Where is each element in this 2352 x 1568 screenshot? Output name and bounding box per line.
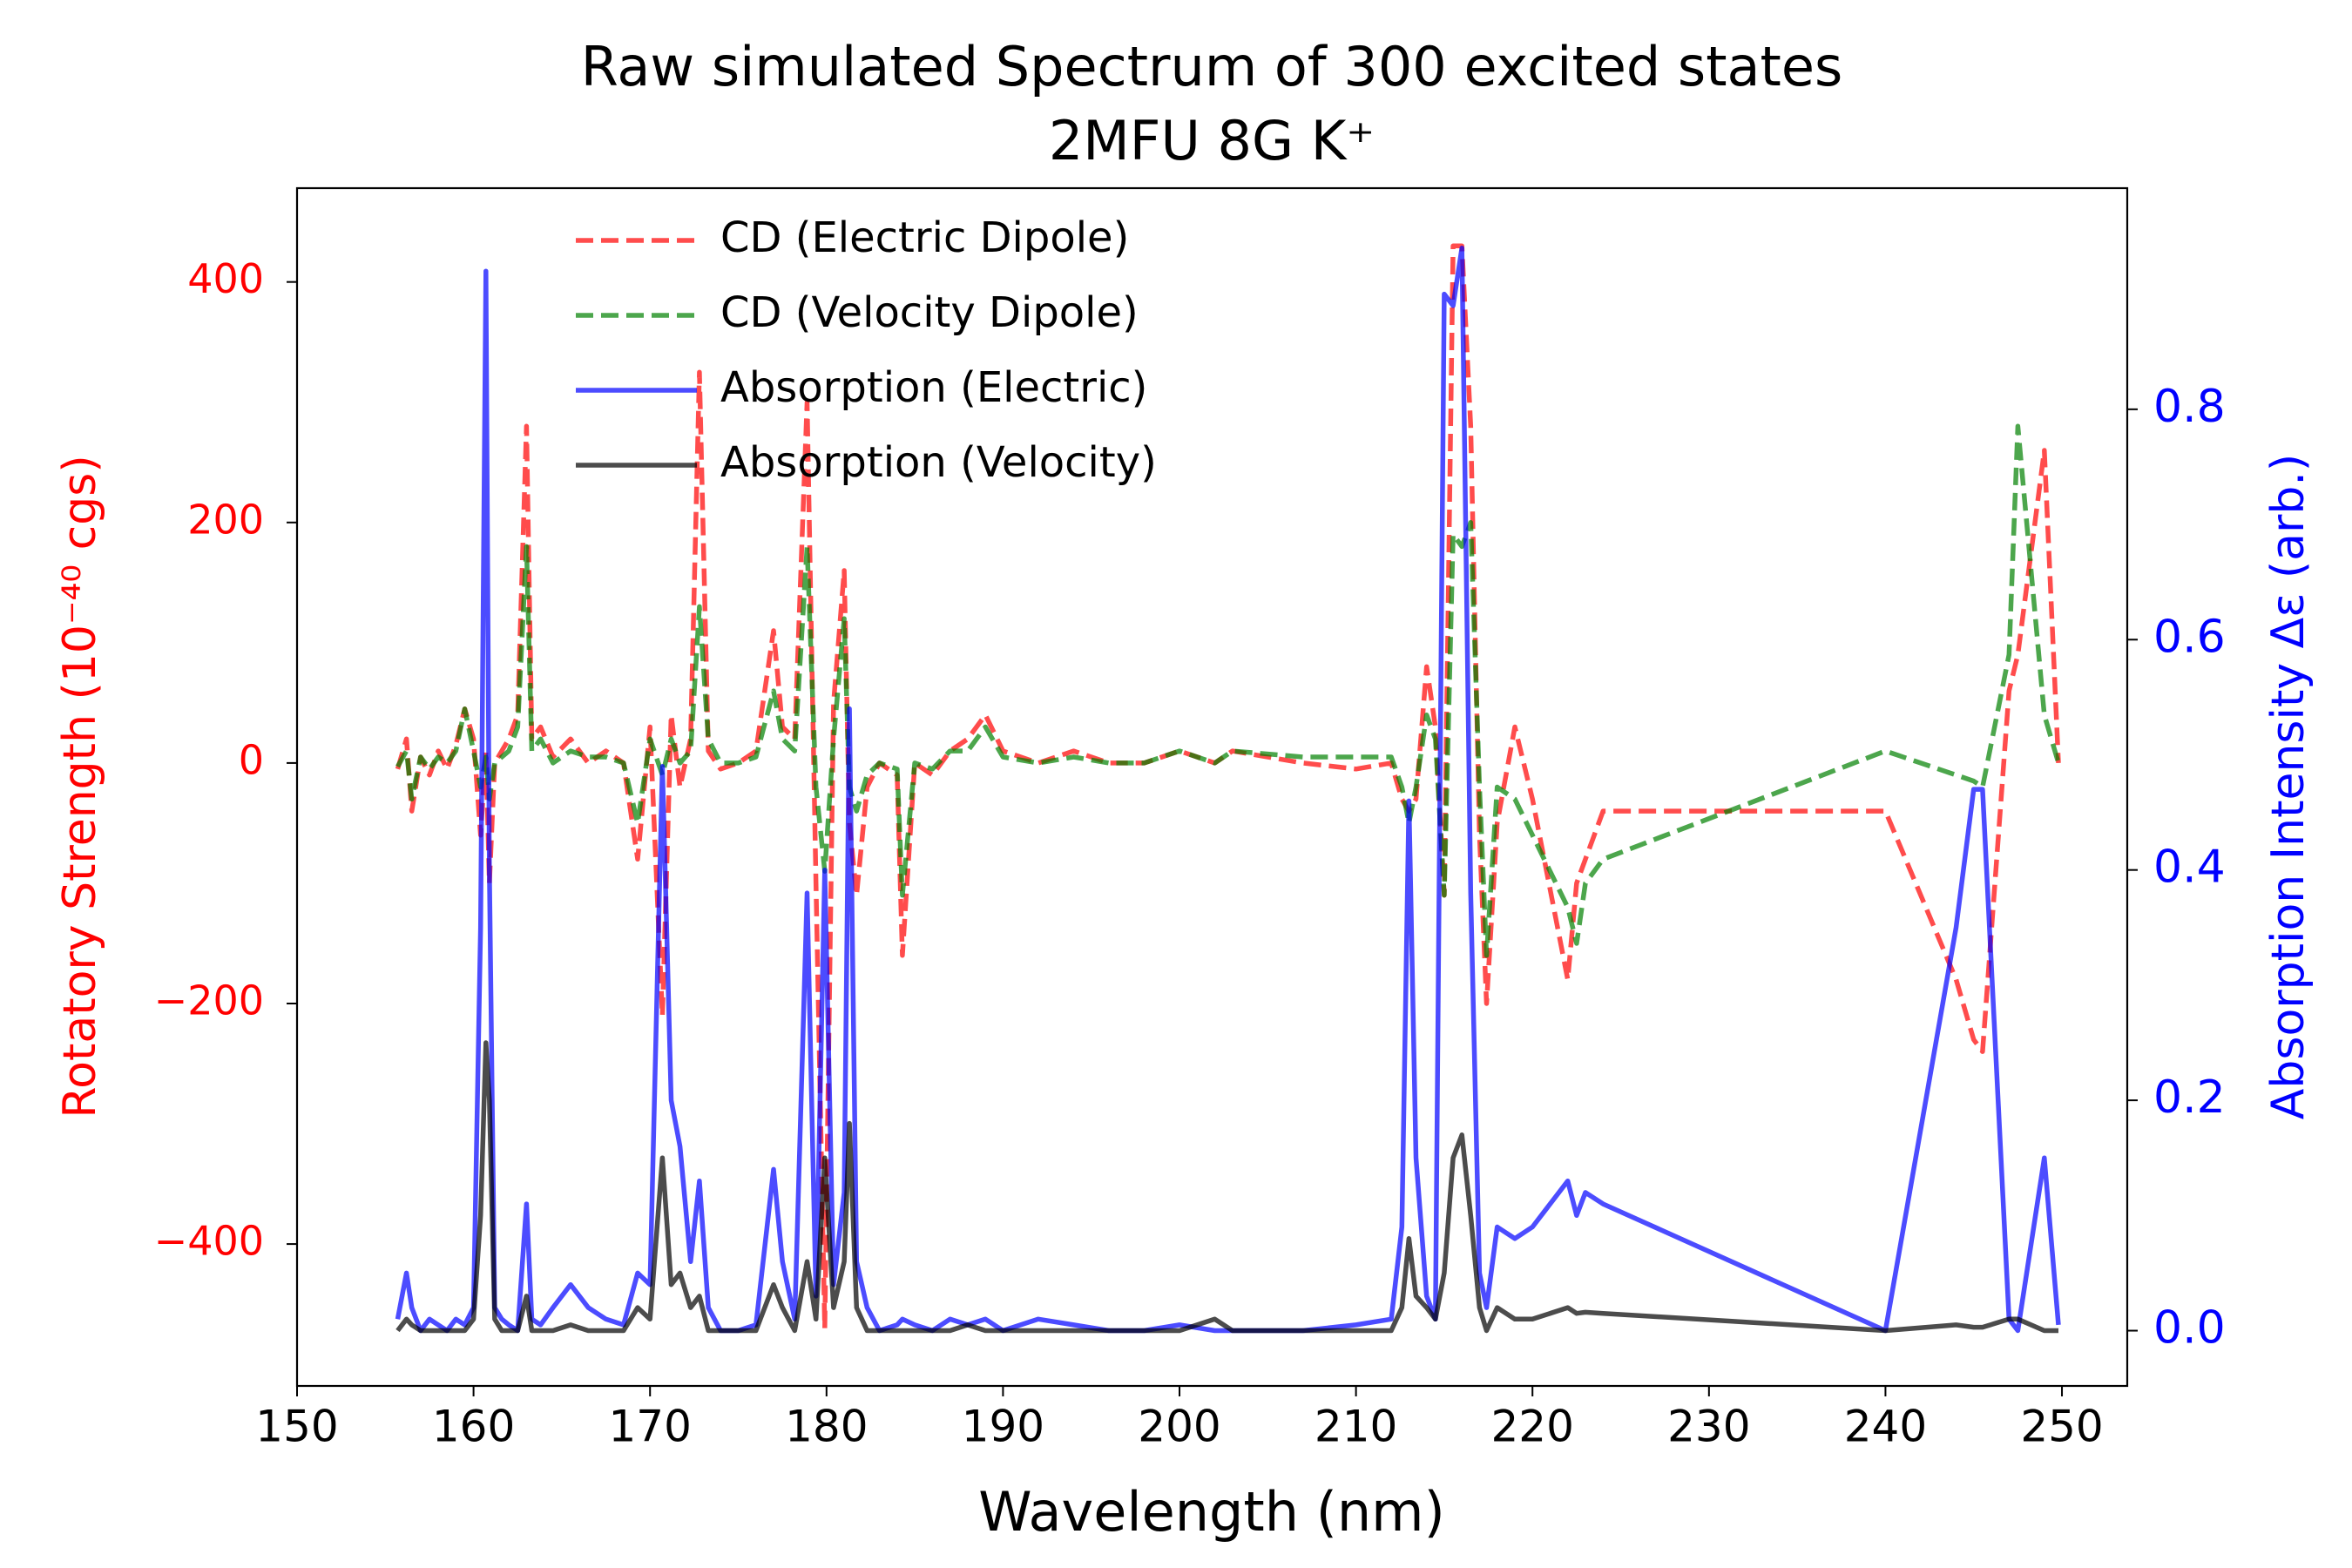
chart-subtitle: 2MFU 8G K⁺ bbox=[1049, 109, 1375, 172]
y2-tick-label: 0.0 bbox=[2153, 1302, 2226, 1355]
y-tick-label: 400 bbox=[187, 255, 264, 302]
chart-title: Raw simulated Spectrum of 300 excited st… bbox=[581, 35, 1843, 98]
x-tick-label: 230 bbox=[1667, 1402, 1750, 1452]
legend-label: Absorption (Velocity) bbox=[720, 438, 1157, 487]
x-tick-label: 180 bbox=[785, 1402, 868, 1452]
y2-tick-label: 0.2 bbox=[2153, 1071, 2226, 1124]
y2-tick-label: 0.6 bbox=[2153, 611, 2226, 663]
y2-tick-label: 0.4 bbox=[2153, 841, 2226, 894]
series-line bbox=[395, 246, 2061, 1334]
x-axis-label: Wavelength (nm) bbox=[978, 1480, 1445, 1544]
y-axis-label: Rotatory Strength (10⁻⁴⁰ cgs) bbox=[54, 455, 106, 1118]
series-line bbox=[395, 1040, 2058, 1334]
x-tick-label: 210 bbox=[1315, 1402, 1397, 1452]
series-line bbox=[395, 423, 2061, 958]
y-tick-label: −200 bbox=[154, 977, 264, 1024]
x-tick-label: 190 bbox=[962, 1402, 1044, 1452]
x-tick-label: 250 bbox=[2020, 1402, 2103, 1452]
y-tick-label: 0 bbox=[239, 736, 264, 783]
series-line bbox=[395, 243, 2061, 1331]
legend-label: CD (Velocity Dipole) bbox=[720, 288, 1139, 337]
x-tick-label: 160 bbox=[432, 1402, 515, 1452]
y-tick-label: −400 bbox=[154, 1218, 264, 1265]
x-tick-label: 170 bbox=[608, 1402, 691, 1452]
x-tick-label: 200 bbox=[1138, 1402, 1220, 1452]
y-tick-label: 200 bbox=[187, 496, 264, 543]
x-tick-label: 150 bbox=[255, 1402, 338, 1452]
x-tick-label: 220 bbox=[1491, 1402, 1574, 1452]
plot-frame bbox=[295, 186, 2129, 1388]
legend-label: CD (Electric Dipole) bbox=[720, 213, 1129, 262]
y2-axis-label: Absorption Intensity Δε (arb.) bbox=[2262, 454, 2315, 1119]
legend-label: Absorption (Electric) bbox=[720, 363, 1147, 412]
x-tick-label: 240 bbox=[1844, 1402, 1927, 1452]
y2-tick-label: 0.8 bbox=[2153, 381, 2226, 433]
